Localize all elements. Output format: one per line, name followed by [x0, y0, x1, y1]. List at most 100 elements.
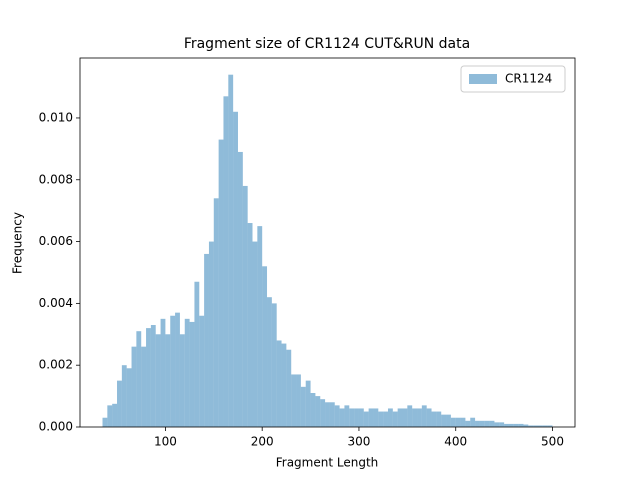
bar — [392, 411, 398, 427]
bar — [354, 408, 359, 427]
bar — [470, 417, 476, 427]
bar — [300, 386, 306, 427]
bar — [407, 405, 413, 427]
bar — [402, 408, 408, 427]
y-tick-label: 0.002 — [39, 358, 73, 372]
bar — [296, 374, 301, 427]
bar — [523, 424, 529, 427]
bar — [547, 425, 553, 427]
bar — [102, 417, 108, 427]
bar — [465, 420, 471, 427]
legend-swatch — [469, 74, 497, 84]
bar — [460, 417, 466, 427]
bar — [267, 297, 272, 427]
bar — [441, 414, 447, 427]
x-axis-label: Fragment Length — [276, 456, 379, 470]
bar — [252, 241, 258, 427]
bar — [436, 411, 442, 427]
bar — [315, 396, 321, 427]
bar — [194, 281, 200, 427]
bar — [349, 408, 355, 427]
bar — [276, 340, 282, 427]
bar — [223, 96, 229, 428]
bar — [378, 411, 384, 427]
bar — [233, 111, 238, 428]
bar — [213, 198, 219, 427]
bar — [184, 318, 190, 427]
bar — [475, 420, 480, 427]
bar — [107, 405, 113, 427]
bar — [189, 321, 195, 427]
bar — [373, 408, 379, 427]
bar — [320, 399, 326, 427]
y-tick-label: 0.004 — [39, 296, 73, 310]
bar — [146, 328, 151, 427]
legend-label: CR1124 — [505, 72, 552, 86]
x-tick-label: 100 — [154, 435, 177, 449]
bar — [117, 380, 122, 427]
bar — [262, 266, 268, 427]
bar — [537, 425, 543, 427]
bar — [533, 425, 538, 427]
bar — [136, 331, 142, 427]
bar — [165, 334, 171, 427]
bar — [247, 223, 253, 427]
bar — [218, 139, 224, 427]
x-tick-label: 500 — [541, 435, 564, 449]
x-tick-label: 300 — [347, 435, 370, 449]
bar — [417, 408, 422, 427]
bar — [228, 74, 234, 427]
bar — [446, 414, 451, 427]
bar — [237, 151, 243, 427]
bar — [175, 312, 180, 427]
bar — [121, 365, 127, 427]
bar — [421, 405, 427, 427]
bar — [479, 420, 485, 427]
bar — [334, 405, 340, 427]
bar — [504, 423, 509, 427]
bar — [325, 402, 330, 427]
bar — [542, 425, 548, 427]
bar — [257, 226, 263, 427]
legend-box — [460, 65, 566, 93]
y-tick-label: 0.006 — [39, 234, 73, 248]
bar — [358, 408, 364, 427]
bar — [204, 253, 209, 427]
bar — [368, 408, 374, 427]
chart-title: Fragment size of CR1124 CUT&RUN data — [184, 36, 470, 52]
bar — [494, 422, 500, 427]
x-tick-label: 400 — [444, 435, 467, 449]
bar — [208, 241, 214, 427]
bar — [383, 411, 388, 427]
y-tick-label: 0.010 — [39, 110, 73, 124]
bar — [112, 403, 118, 427]
y-tick-label: 0.008 — [39, 172, 73, 186]
bar — [305, 380, 311, 427]
y-tick-label: 0.000 — [39, 420, 73, 434]
bar — [131, 346, 137, 427]
bar — [141, 346, 147, 427]
bar — [344, 405, 350, 427]
bar — [170, 315, 176, 427]
bar — [126, 368, 132, 427]
bar — [431, 411, 437, 427]
bar — [508, 423, 514, 427]
bar — [513, 423, 519, 427]
bar — [291, 374, 297, 427]
bar — [281, 343, 287, 427]
bar — [199, 315, 205, 427]
bar — [150, 325, 156, 427]
bar — [329, 402, 335, 427]
bar — [310, 393, 316, 427]
bar — [271, 303, 277, 427]
bar — [155, 334, 161, 427]
bar — [489, 420, 495, 427]
bar — [397, 408, 403, 427]
bar — [518, 423, 524, 427]
bar — [242, 185, 248, 427]
bar — [528, 425, 534, 427]
x-tick-label: 200 — [251, 435, 274, 449]
bar — [286, 349, 292, 427]
bar — [412, 408, 418, 427]
